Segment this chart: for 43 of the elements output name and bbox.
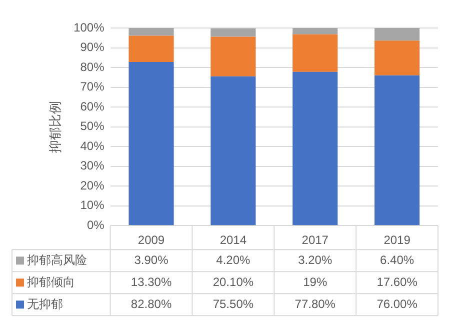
bar bbox=[128, 62, 174, 226]
data-label: 4.20% bbox=[216, 252, 251, 267]
y-tick-label: 0% bbox=[86, 218, 105, 232]
data-label: 19% bbox=[303, 274, 328, 289]
bar bbox=[128, 28, 174, 36]
bar bbox=[210, 36, 256, 76]
bar bbox=[128, 36, 174, 62]
y-tick-label: 30% bbox=[80, 158, 105, 173]
y-tick-label: 90% bbox=[80, 40, 105, 54]
data-label: 82.80% bbox=[130, 296, 172, 311]
y-tick-label: 60% bbox=[80, 99, 105, 114]
y-tick-label: 10% bbox=[80, 198, 105, 212]
legend-label: 无抑郁 bbox=[27, 296, 63, 311]
data-label: 13.30% bbox=[130, 274, 172, 289]
data-label: 17.60% bbox=[376, 274, 418, 289]
bar bbox=[374, 75, 420, 226]
y-tick-label: 70% bbox=[80, 80, 105, 94]
y-axis-title: 抑郁比例 bbox=[47, 100, 62, 153]
legend-label: 抑郁高风险 bbox=[27, 252, 87, 267]
data-label: 75.50% bbox=[212, 296, 254, 311]
x-tick-label: 2009 bbox=[138, 233, 165, 248]
data-label: 6.40% bbox=[380, 252, 414, 267]
data-label: 77.80% bbox=[294, 296, 336, 311]
x-tick-label: 2017 bbox=[302, 233, 329, 248]
data-label: 3.90% bbox=[134, 252, 169, 267]
bar bbox=[374, 40, 420, 76]
data-label: 76.00% bbox=[376, 296, 418, 311]
bar bbox=[374, 28, 420, 41]
x-tick-label: 2019 bbox=[384, 233, 411, 248]
y-tick-label: 20% bbox=[80, 178, 105, 192]
y-tick-label: 100% bbox=[74, 20, 105, 34]
x-tick-label: 2014 bbox=[220, 233, 247, 248]
data-label: 3.20% bbox=[298, 252, 332, 267]
y-tick-label: 40% bbox=[80, 138, 105, 153]
bar bbox=[292, 28, 338, 34]
bar bbox=[210, 76, 256, 226]
bar bbox=[292, 34, 338, 72]
bar bbox=[210, 28, 256, 37]
y-tick-label: 80% bbox=[80, 60, 105, 74]
y-tick-label: 50% bbox=[80, 119, 105, 134]
legend-label: 抑郁倾向 bbox=[27, 274, 75, 289]
data-label: 20.10% bbox=[212, 274, 254, 289]
bar bbox=[292, 72, 338, 226]
